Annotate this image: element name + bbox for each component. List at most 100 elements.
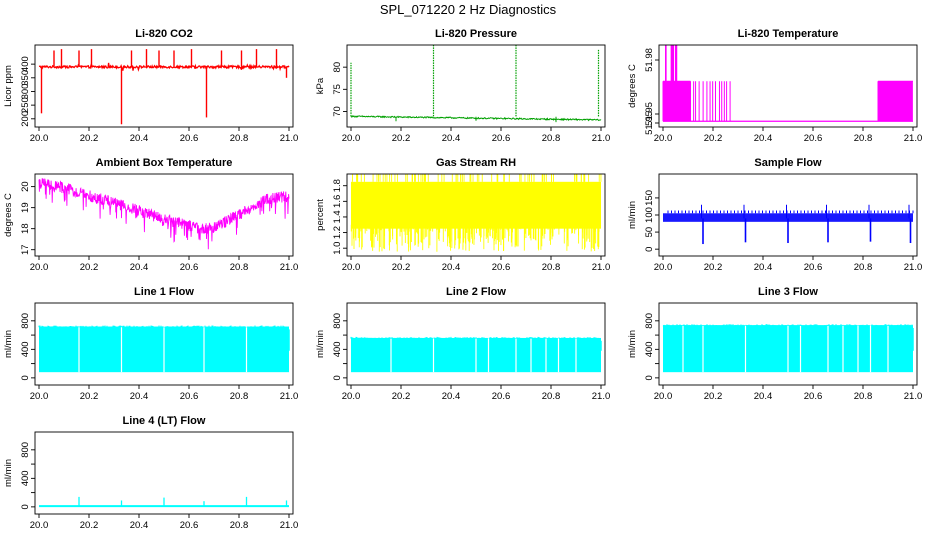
x-tick-label: 20.0 [654,262,673,273]
x-tick-label: 20.8 [854,262,873,273]
plot-frame [34,302,294,386]
plot-area [38,178,290,250]
panel-title: Li-820 CO2 [135,28,192,40]
x-tick-label: 20.2 [392,133,411,144]
x-tick-label: 20.6 [804,133,823,144]
x-tick-label: 20.4 [754,391,773,402]
x-tick-label: 20.0 [342,133,361,144]
rh-band [351,181,601,229]
x-tick-label: 20.6 [492,133,511,144]
y-tick-label: 350 [20,70,31,86]
y-tick-label: 0 [20,504,31,509]
x-tick-label: 20.2 [704,391,723,402]
y-tick-label: 75 [332,84,343,95]
y-axis-label: degrees C [3,193,14,237]
x-tick-label: 20.8 [230,133,249,144]
panel-sample_flow: Sample Flow ml/min 20.0 20.2 20.4 20.6 20.8 21.… [627,157,922,273]
plot-frame [34,44,294,128]
y-tick-label: 800 [20,313,31,329]
plot-frame [34,431,294,515]
x-tick-label: 21.0 [280,391,299,402]
x-tick-label: 20.2 [80,391,99,402]
y-tick-label: 1.2 [332,226,343,239]
x-tick-label: 20.6 [492,262,511,273]
y-axis-label: ml/min [3,330,14,358]
y-axis-label: degrees C [627,64,638,108]
panel-title: Line 4 (LT) Flow [123,415,206,427]
y-tick-label: 400 [644,341,655,357]
y-tick-label: 0 [20,375,31,380]
plot-area [350,336,602,373]
plot-frame [346,173,606,257]
y-tick-label: 0 [644,375,655,380]
y-tick-label: 100 [644,207,655,223]
x-tick-label: 20.8 [230,520,249,531]
x-tick-label: 20.4 [442,133,461,144]
panel-title: Li-820 Temperature [738,28,839,40]
x-tick-label: 20.4 [130,391,149,402]
x-tick-label: 20.4 [754,262,773,273]
x-tick-label: 20.0 [342,391,361,402]
x-tick-label: 20.4 [442,262,461,273]
co2-series-line [38,61,290,72]
y-axis-label: ml/min [627,330,638,358]
plot-area [350,174,602,252]
y-tick-label: 70 [332,106,343,117]
panel-li_temp: Li-820 Temperature degrees C 20.0 20.2 20.4 2… [627,28,922,144]
x-tick-label: 20.2 [80,262,99,273]
y-axis-label: kPa [315,77,326,94]
panel-rh: Gas Stream RH percent 20.0 20.2 20.4 20.6 20.8… [315,157,610,273]
y-tick-label: 300 [20,84,31,100]
x-tick-label: 20.8 [542,391,561,402]
plot-frame [34,173,294,257]
x-tick-label: 20.0 [30,133,49,144]
y-axis-label: Licor ppm [3,65,14,107]
plot-area [39,496,289,508]
x-tick-label: 20.8 [854,133,873,144]
y-tick-label: 400 [20,470,31,486]
y-tick-label: 51.95 [644,111,655,135]
x-tick-label: 21.0 [280,133,299,144]
plot-frame [658,44,918,128]
x-tick-label: 20.2 [80,520,99,531]
y-tick-label: 150 [644,190,655,206]
x-tick-label: 20.6 [180,133,199,144]
y-tick-label: 400 [20,56,31,72]
plot-frame [658,302,918,386]
x-tick-label: 20.2 [392,391,411,402]
y-tick-label: 1.6 [332,195,343,208]
plot-frame [346,44,606,128]
y-tick-label: 19 [20,202,31,213]
panel-title: Li-820 Pressure [435,28,517,40]
figure-title: SPL_071220 2 Hz Diagnostics [380,2,557,17]
x-tick-label: 20.6 [180,262,199,273]
y-tick-label: 20 [20,181,31,192]
y-tick-label: 800 [332,313,343,329]
panel-title: Ambient Box Temperature [96,157,233,169]
y-tick-label: 18 [20,223,31,234]
panel-ambient: Ambient Box Temperature degrees C 20.0 20.2… [3,157,298,273]
plot-area [38,49,290,125]
x-tick-label: 20.0 [342,262,361,273]
x-tick-label: 20.4 [754,133,773,144]
y-tick-label: 0 [332,375,343,380]
y-tick-label: 51.95 [644,102,655,126]
panel-co2: Li-820 CO2 Licor ppm 20.0 20.2 20.4 20.6 20.8 2… [3,28,298,144]
x-tick-label: 20.8 [854,391,873,402]
x-tick-label: 20.6 [492,391,511,402]
x-tick-label: 20.4 [130,133,149,144]
x-tick-label: 20.6 [804,391,823,402]
x-tick-label: 20.6 [180,520,199,531]
x-tick-label: 20.2 [704,262,723,273]
panel-title: Line 3 Flow [758,286,818,298]
y-tick-label: 200 [20,111,31,127]
x-tick-label: 20.0 [30,262,49,273]
x-tick-label: 20.8 [542,133,561,144]
plot-area [350,45,602,123]
x-tick-label: 20.0 [30,391,49,402]
plot-area [662,45,913,122]
panel-line2: Line 2 Flow ml/min 20.0 20.2 20.4 20.6 20.8 21.… [315,286,610,402]
plot-area [38,325,290,373]
x-tick-label: 20.8 [230,391,249,402]
